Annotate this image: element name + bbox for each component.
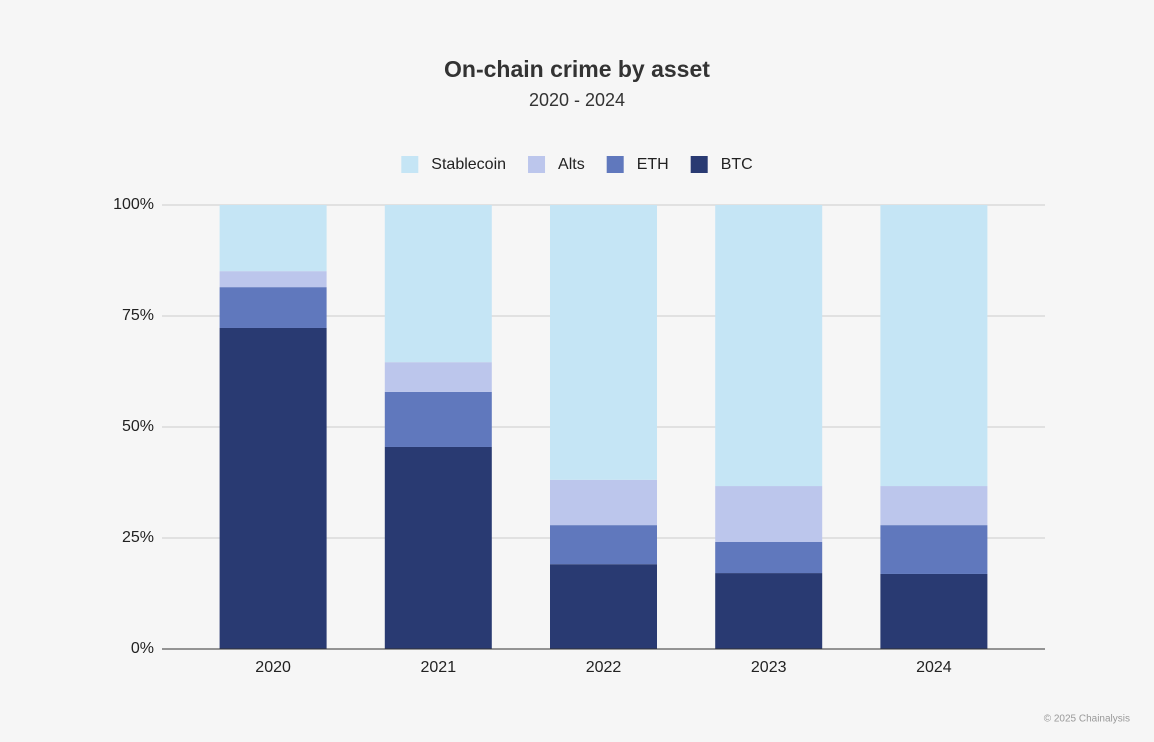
x-tick-label: 2023 <box>751 659 787 676</box>
x-tick-label: 2022 <box>586 659 622 676</box>
bar-segment <box>219 327 327 649</box>
bar-segment <box>384 391 492 447</box>
x-tick-label: 2020 <box>255 659 291 676</box>
bar-segment <box>384 446 492 649</box>
y-tick-label: 75% <box>122 307 154 324</box>
legend: Stablecoin Alts ETH BTC <box>401 156 753 173</box>
bar-segment <box>384 362 492 392</box>
bar-segment <box>550 564 657 649</box>
bar-segment <box>715 541 823 574</box>
legend-label: BTC <box>721 156 753 173</box>
bar-segment <box>384 205 492 363</box>
bar-segment <box>219 287 327 328</box>
legend-swatch <box>690 156 708 173</box>
y-tick-label: 0% <box>131 640 154 657</box>
bar-segment <box>880 525 988 574</box>
bar-segment <box>715 573 823 649</box>
y-tick-label: 50% <box>122 418 154 435</box>
bar-segment <box>880 573 988 649</box>
bar-segment <box>550 205 657 480</box>
source: © 2025 Chainalysis <box>1044 714 1130 725</box>
legend-label: Stablecoin <box>431 156 506 173</box>
bar-segment <box>219 271 327 288</box>
bar-segment <box>715 486 823 542</box>
x-tick-label: 2021 <box>421 659 457 676</box>
bar-segment <box>880 205 988 487</box>
bar-segment <box>550 479 657 526</box>
legend-label: ETH <box>637 156 669 173</box>
bar-segment <box>880 486 988 526</box>
legend-swatch <box>606 156 624 173</box>
chart-subtitle: 2020 - 2024 <box>529 90 625 110</box>
y-tick-label: 100% <box>113 196 154 213</box>
chart-title: On-chain crime by asset <box>444 56 710 82</box>
legend-swatch <box>401 156 419 173</box>
x-tick-label: 2024 <box>916 659 952 676</box>
bar-segment <box>550 525 657 565</box>
bar-segment <box>715 205 823 487</box>
bar-segment <box>219 205 327 272</box>
legend-swatch <box>528 156 546 173</box>
legend-label: Alts <box>558 156 585 173</box>
y-tick-label: 25% <box>122 529 154 546</box>
